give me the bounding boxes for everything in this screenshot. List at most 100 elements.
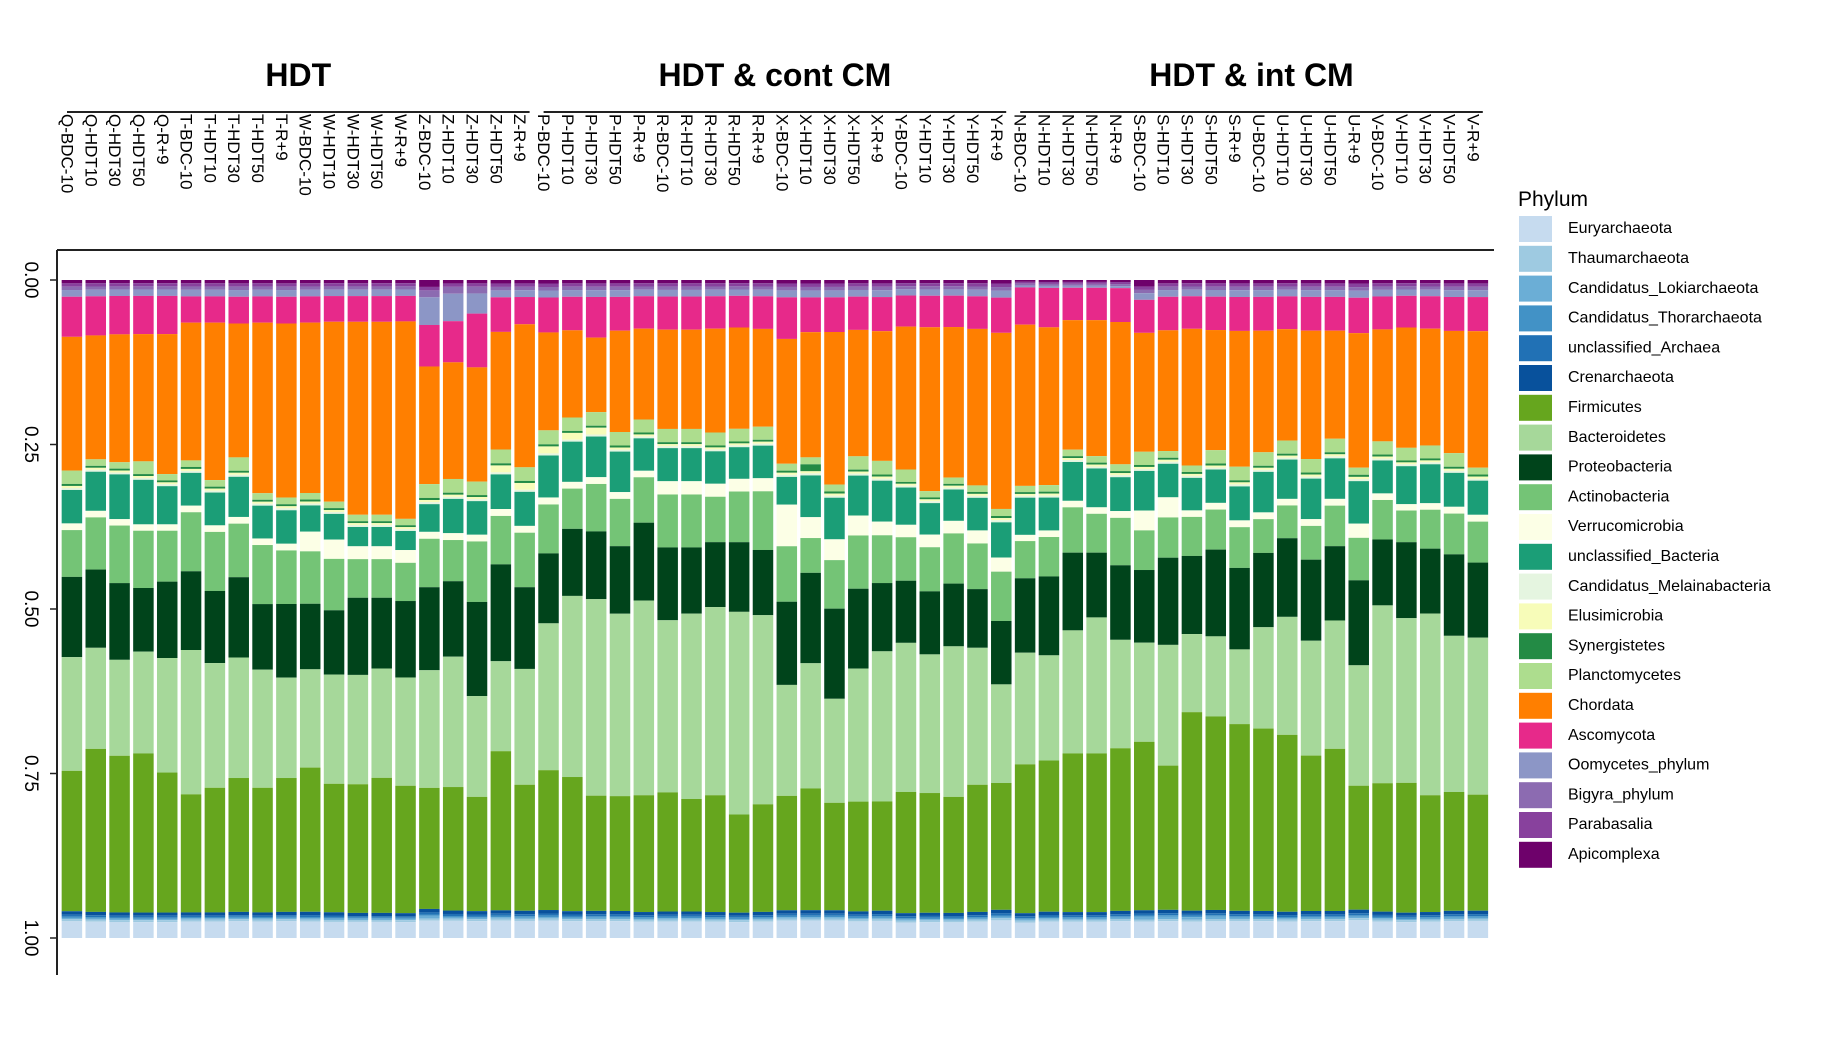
bar-segment-Parabasalia bbox=[1110, 282, 1131, 285]
bar-segment-Verrucomicrobia bbox=[1467, 514, 1489, 522]
bar-P-HDT10 bbox=[562, 280, 583, 938]
bar-segment-unclassified_Bacteria bbox=[347, 526, 369, 547]
bar-T-HDT30 bbox=[228, 280, 249, 938]
bar-segment-Ascomycota bbox=[323, 296, 345, 322]
bar-segment-Chordata bbox=[609, 330, 631, 432]
bar-segment-Candidatus_Melainabacteria bbox=[419, 502, 440, 505]
bar-segment-Bacteroidetes bbox=[1253, 627, 1274, 729]
bar-segment-unclassified_Bacteria bbox=[442, 498, 464, 534]
bar-segment-Candidatus_Melainabacteria bbox=[1014, 495, 1036, 498]
bar-segment-Synergistetes bbox=[657, 442, 678, 445]
legend-label: Apicomplexa bbox=[1568, 846, 1660, 863]
bar-segment-Oomycetes_phylum bbox=[562, 290, 583, 297]
bar-segment-Oomycetes_phylum bbox=[776, 290, 798, 298]
bar-segment-Firmicutes bbox=[1205, 716, 1226, 910]
bar-segment-Firmicutes bbox=[109, 755, 130, 913]
bar-segment-Proteobacteria bbox=[395, 601, 416, 678]
bar-segment-Bigyra_phylum bbox=[1300, 286, 1322, 291]
bar-segment-Thaumarchaeota bbox=[776, 918, 798, 921]
bar-segment-Oomycetes_phylum bbox=[490, 290, 512, 298]
bar-segment-Crenarchaeota bbox=[1110, 910, 1131, 915]
bar-segment-Planctomycetes bbox=[871, 460, 893, 475]
bar-segment-Apicomplexa bbox=[371, 280, 392, 284]
bar-segment-Synergistetes bbox=[371, 521, 392, 524]
bar-segment-Actinobacteria bbox=[1038, 537, 1060, 577]
bar-segment-Proteobacteria bbox=[1014, 578, 1036, 653]
bar-segment-Actinobacteria bbox=[419, 538, 440, 588]
bar-segment-Elusimicrobia bbox=[1062, 458, 1084, 461]
bar-segment-Synergistetes bbox=[1348, 474, 1369, 477]
bar-segment-Verrucomicrobia bbox=[752, 478, 774, 492]
bar-segment-unclassified_Archaea bbox=[419, 912, 440, 915]
bar-segment-Thaumarchaeota bbox=[633, 919, 655, 922]
bar-segment-Synergistetes bbox=[276, 504, 297, 507]
bar-segment-unclassified_Archaea bbox=[1229, 914, 1250, 917]
bar-segment-Oomycetes_phylum bbox=[943, 289, 964, 296]
sample-label: Z-BDC-10 bbox=[415, 114, 434, 191]
bar-segment-Chordata bbox=[824, 332, 845, 485]
bar-segment-Synergistetes bbox=[514, 480, 535, 483]
bar-segment-Apicomplexa bbox=[323, 280, 345, 284]
bar-segment-Chordata bbox=[895, 326, 917, 470]
bar-segment-Oomycetes_phylum bbox=[85, 289, 106, 297]
sample-label: P-BDC-10 bbox=[534, 114, 553, 191]
bar-segment-Verrucomicrobia bbox=[204, 525, 226, 532]
bar-segment-Ascomycota bbox=[633, 296, 655, 329]
bar-segment-Actinobacteria bbox=[681, 494, 702, 548]
bar-segment-Planctomycetes bbox=[156, 474, 178, 481]
bar-segment-Euryarchaeota bbox=[991, 920, 1012, 938]
bar-segment-unclassified_Bacteria bbox=[967, 497, 988, 531]
bar-segment-Proteobacteria bbox=[585, 531, 607, 600]
bar-segment-unclassified_Bacteria bbox=[991, 522, 1012, 558]
bar-segment-Euryarchaeota bbox=[466, 921, 488, 938]
bar-segment-Proteobacteria bbox=[1324, 546, 1346, 621]
bar-segment-Verrucomicrobia bbox=[347, 546, 369, 560]
bar-segment-Bacteroidetes bbox=[1181, 634, 1203, 713]
bar-segment-Synergistetes bbox=[1467, 474, 1489, 477]
bar-segment-Candidatus_Lokiarchaeota bbox=[442, 917, 464, 919]
bar-segment-Firmicutes bbox=[133, 753, 154, 913]
bar-segment-Synergistetes bbox=[1372, 454, 1393, 457]
bar-segment-Bacteroidetes bbox=[919, 654, 941, 794]
bar-segment-Ascomycota bbox=[395, 295, 416, 322]
bar-segment-Euryarchaeota bbox=[252, 921, 273, 938]
bar-segment-Candidatus_Lokiarchaeota bbox=[1134, 916, 1155, 920]
bar-segment-Actinobacteria bbox=[705, 496, 726, 543]
bar-segment-Verrucomicrobia bbox=[252, 538, 273, 546]
bar-segment-Bigyra_phylum bbox=[1276, 286, 1298, 290]
bar-segment-Euryarchaeota bbox=[1419, 921, 1441, 938]
bar-segment-Firmicutes bbox=[1181, 712, 1203, 911]
bar-segment-Chordata bbox=[85, 335, 106, 460]
bar-segment-Crenarchaeota bbox=[228, 911, 249, 916]
bar-segment-Planctomycetes bbox=[800, 457, 821, 465]
bar-segment-Bigyra_phylum bbox=[1205, 286, 1226, 291]
bar-segment-Crenarchaeota bbox=[871, 910, 893, 915]
bar-segment-Bigyra_phylum bbox=[538, 286, 559, 291]
bar-segment-Parabasalia bbox=[109, 283, 130, 287]
legend-label: Candidatus_Lokiarchaeota bbox=[1568, 280, 1758, 297]
bar-segment-Crenarchaeota bbox=[752, 911, 774, 916]
bar-segment-Actinobacteria bbox=[1086, 513, 1107, 553]
bar-segment-Verrucomicrobia bbox=[1205, 502, 1226, 510]
bar-segment-Apicomplexa bbox=[705, 280, 726, 284]
bar-V-HDT50 bbox=[1443, 280, 1465, 938]
bar-segment-unclassified_Bacteria bbox=[728, 447, 750, 479]
bar-Z-BDC-10 bbox=[419, 280, 440, 938]
bar-segment-unclassified_Bacteria bbox=[1467, 480, 1489, 515]
bar-segment-Synergistetes bbox=[1014, 492, 1036, 494]
bar-segment-Candidatus_Melainabacteria bbox=[1300, 476, 1322, 479]
bar-segment-Proteobacteria bbox=[991, 620, 1012, 685]
bar-segment-Candidatus_Melainabacteria bbox=[1372, 458, 1393, 461]
bar-segment-Oomycetes_phylum bbox=[371, 289, 392, 297]
bar-segment-Crenarchaeota bbox=[109, 912, 130, 916]
bar-segment-Euryarchaeota bbox=[1038, 921, 1060, 938]
bar-segment-Planctomycetes bbox=[490, 449, 512, 464]
bar-segment-Chordata bbox=[562, 330, 583, 418]
bar-segment-Apicomplexa bbox=[633, 280, 655, 284]
bar-segment-Actinobacteria bbox=[1253, 519, 1274, 553]
bar-segment-Candidatus_Thorarchaeota bbox=[395, 917, 416, 919]
bar-segment-Proteobacteria bbox=[1062, 552, 1084, 631]
legend-item-Bigyra_phylum: Bigyra_phylum bbox=[1519, 782, 1674, 809]
bar-segment-Candidatus_Melainabacteria bbox=[1134, 468, 1155, 471]
bar-segment-Crenarchaeota bbox=[299, 911, 321, 916]
